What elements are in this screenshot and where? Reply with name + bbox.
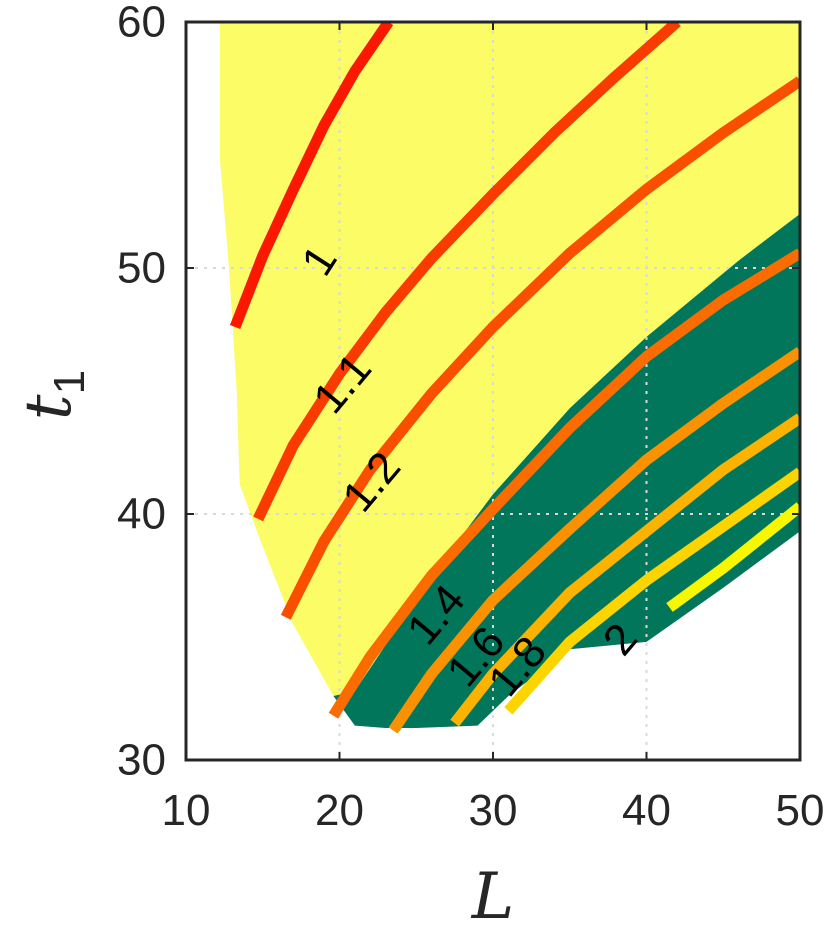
x-tick-label: 30 [469,786,518,835]
y-axis-label-subscript: 1 [45,370,94,394]
y-axis-label-main: t [12,394,86,420]
x-tick-label: 20 [315,786,364,835]
contour-line-1 [229,22,394,329]
x-tick-label: 10 [162,786,211,835]
contour-line-1-1 [253,22,681,522]
x-tick-label: 40 [622,786,671,835]
contour-line-2 [504,467,800,715]
x-tick-label: 50 [776,786,825,835]
svg-text:t1: t1 [12,370,94,420]
region-yellow-region [219,22,800,696]
y-tick-label: 40 [117,490,166,539]
contour-lines [229,22,800,734]
x-axis-label: L [471,860,515,927]
y-axis-label: t1 [12,370,94,420]
contour-line-1-8 [450,413,800,727]
contour-line-extra [666,502,800,612]
contour-line-1-2 [280,76,800,620]
contour-line-1-6 [388,347,800,734]
y-tick-label: 30 [117,736,166,785]
y-tick-label: 50 [117,244,166,293]
y-tick-label: 60 [117,0,166,47]
axis-ticks: 10 20 30 40 50 30 40 50 60 [117,0,824,835]
filled-regions [219,22,800,728]
contour-line-1-4 [328,248,800,719]
